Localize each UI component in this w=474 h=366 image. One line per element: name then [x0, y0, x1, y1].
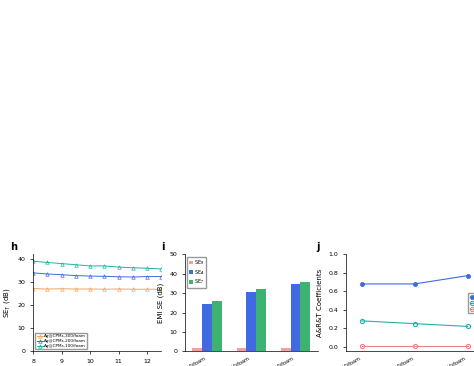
- Bar: [237, 348, 246, 351]
- Legend: Ag@CPMs-300/foam, Ag@CPMs-200/foam, Ag@CPMs-100/foam: Ag@CPMs-300/foam, Ag@CPMs-200/foam, Ag@C…: [35, 333, 87, 349]
- Ag@CPMs-100/foam: [30, 259, 36, 264]
- Ag@CPMs-300/foam: [101, 287, 107, 291]
- Ag@CPMs-100/foam: [87, 264, 93, 268]
- Ag@CPMs-200/foam: [101, 274, 107, 279]
- Ag@CPMs-300/foam: [59, 287, 64, 291]
- Ag@CPMs-300/foam: [45, 287, 50, 291]
- Text: i: i: [161, 242, 164, 251]
- T: [359, 344, 365, 348]
- Bar: [291, 284, 301, 351]
- Ag@CPMs-200/foam: [73, 273, 79, 278]
- Y-axis label: SE$_T$ (dB): SE$_T$ (dB): [2, 288, 12, 318]
- Y-axis label: EMI SE (dB): EMI SE (dB): [157, 283, 164, 323]
- Bar: [301, 281, 310, 351]
- Line: A: A: [360, 273, 470, 286]
- Ag@CPMs-300/foam: [30, 286, 36, 291]
- Ag@CPMs-200/foam: [130, 275, 136, 279]
- Legend: SE$_R$, SE$_A$, SE$_T$: SE$_R$, SE$_A$, SE$_T$: [187, 257, 206, 288]
- A: [465, 273, 471, 278]
- Line: R: R: [360, 319, 470, 329]
- Bar: [212, 301, 221, 351]
- T: [412, 344, 418, 348]
- Ag@CPMs-100/foam: [116, 265, 121, 269]
- Line: T: T: [360, 344, 470, 348]
- Bar: [192, 348, 202, 351]
- Ag@CPMs-100/foam: [73, 262, 79, 267]
- Ag@CPMs-200/foam: [158, 274, 164, 279]
- A: [412, 282, 418, 286]
- R: [412, 321, 418, 326]
- Ag@CPMs-300/foam: [87, 287, 93, 291]
- Ag@CPMs-100/foam: [158, 267, 164, 271]
- Ag@CPMs-100/foam: [101, 264, 107, 268]
- Line: Ag@CPMs-100/foam: Ag@CPMs-100/foam: [31, 259, 163, 270]
- Bar: [281, 348, 291, 351]
- Ag@CPMs-300/foam: [158, 287, 164, 291]
- Ag@CPMs-200/foam: [30, 270, 36, 275]
- Text: j: j: [316, 242, 319, 251]
- Legend: A, R, T: A, R, T: [468, 293, 474, 313]
- A: [359, 282, 365, 286]
- Bar: [256, 289, 266, 351]
- Ag@CPMs-100/foam: [45, 260, 50, 265]
- Ag@CPMs-200/foam: [116, 274, 121, 279]
- Ag@CPMs-300/foam: [116, 287, 121, 291]
- Ag@CPMs-300/foam: [130, 287, 136, 291]
- Bar: [246, 292, 256, 351]
- Y-axis label: A&R&T Coefficients: A&R&T Coefficients: [317, 269, 323, 337]
- Line: Ag@CPMs-300/foam: Ag@CPMs-300/foam: [31, 287, 163, 291]
- Ag@CPMs-200/foam: [144, 274, 150, 279]
- Ag@CPMs-200/foam: [45, 272, 50, 276]
- R: [465, 324, 471, 329]
- Ag@CPMs-100/foam: [59, 261, 64, 266]
- Ag@CPMs-200/foam: [59, 273, 64, 277]
- Line: Ag@CPMs-200/foam: Ag@CPMs-200/foam: [31, 271, 163, 279]
- Ag@CPMs-100/foam: [144, 266, 150, 270]
- T: [465, 344, 471, 348]
- Text: h: h: [10, 242, 17, 251]
- Ag@CPMs-100/foam: [130, 266, 136, 270]
- Ag@CPMs-300/foam: [73, 287, 79, 291]
- Ag@CPMs-200/foam: [87, 274, 93, 278]
- Bar: [202, 304, 212, 351]
- Ag@CPMs-300/foam: [144, 287, 150, 291]
- R: [359, 319, 365, 323]
